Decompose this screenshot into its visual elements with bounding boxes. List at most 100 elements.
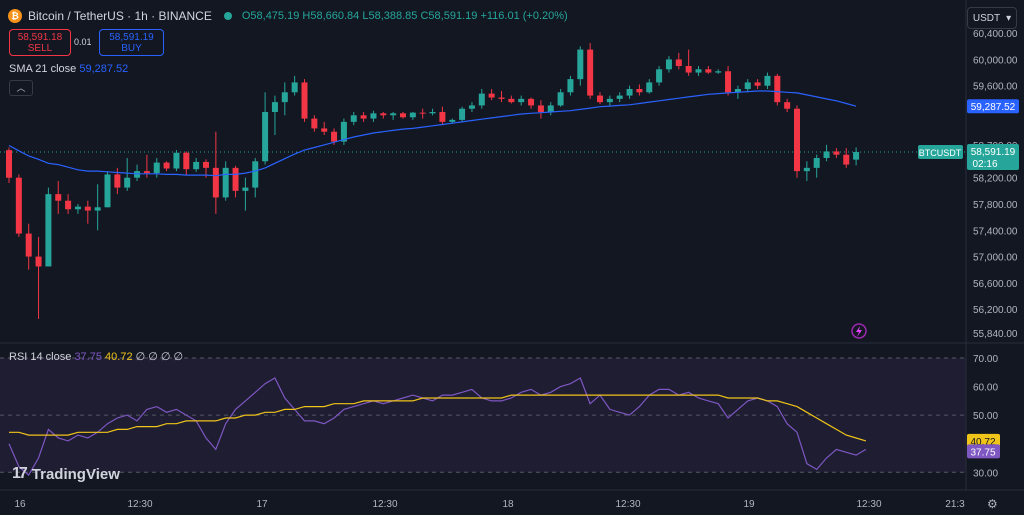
sma-legend[interactable]: SMA 21 close 59,287.52 bbox=[9, 63, 128, 75]
candle-body bbox=[163, 162, 170, 169]
candle-body bbox=[84, 206, 91, 211]
candle-body bbox=[55, 194, 62, 201]
tradingview-logo[interactable]: 17 TradingView bbox=[12, 465, 120, 483]
candle-body bbox=[597, 95, 603, 103]
candle-body bbox=[449, 119, 456, 122]
time-tick-label: 16 bbox=[14, 499, 26, 510]
candle-body bbox=[6, 150, 12, 178]
price-tick-label: 56,200.00 bbox=[973, 305, 1018, 316]
candle-body bbox=[124, 177, 131, 188]
candle-body bbox=[143, 171, 150, 174]
sell-label: SELL bbox=[27, 42, 53, 54]
candle-body bbox=[537, 105, 544, 112]
buy-label: BUY bbox=[121, 42, 142, 54]
ohlc-values: O58,475.19 H58,660.84 L58,388.85 C58,591… bbox=[242, 10, 568, 22]
buy-button[interactable]: 58,591.19 BUY bbox=[99, 29, 164, 56]
candle-body bbox=[134, 171, 141, 178]
rsi-extra-values: ∅ ∅ ∅ ∅ bbox=[135, 351, 184, 363]
candle-body bbox=[370, 113, 377, 119]
price-tick-label: 56,600.00 bbox=[973, 279, 1018, 290]
candle-body bbox=[419, 112, 426, 114]
time-tick-label: 18 bbox=[502, 499, 514, 510]
candle-body bbox=[675, 59, 682, 66]
sma-line bbox=[8, 90, 857, 177]
candle-body bbox=[242, 187, 249, 191]
candle-body bbox=[252, 161, 259, 188]
candle-body bbox=[291, 82, 298, 93]
candle-body bbox=[183, 152, 190, 170]
candle-body bbox=[734, 89, 741, 93]
candle-body bbox=[468, 105, 475, 109]
time-tick-label: 19 bbox=[743, 499, 755, 510]
last-price-tag bbox=[967, 144, 1019, 171]
candle-body bbox=[518, 98, 525, 103]
candle-body bbox=[459, 108, 466, 120]
candle-body bbox=[173, 152, 180, 169]
rsi-ma-line bbox=[9, 394, 867, 442]
candle-body bbox=[45, 194, 52, 267]
rsi-tag bbox=[967, 444, 1000, 459]
sell-button[interactable]: 58,591.18 SELL bbox=[9, 29, 71, 56]
price-tick-label: 55,840.00 bbox=[973, 329, 1018, 340]
rsi-ma-value: 40.72 bbox=[105, 351, 133, 363]
candle-body bbox=[360, 115, 367, 119]
candle-body bbox=[557, 92, 564, 106]
rsi-legend[interactable]: RSI 14 close 37.75 40.72 ∅ ∅ ∅ ∅ bbox=[9, 350, 183, 363]
candle-body bbox=[478, 93, 485, 106]
candle-body bbox=[705, 69, 712, 73]
candle-body bbox=[301, 82, 308, 119]
rsi-ma-tag bbox=[967, 433, 1000, 448]
time-tick-label: 17 bbox=[256, 499, 268, 510]
candle-body bbox=[203, 161, 209, 168]
change-value: +116.01 (+0.20%) bbox=[480, 10, 568, 22]
candle-body bbox=[616, 95, 623, 99]
candle-body bbox=[114, 174, 121, 188]
candle-body bbox=[646, 82, 653, 93]
high-value: H58,660.84 bbox=[302, 10, 360, 22]
candle-body bbox=[587, 49, 594, 96]
candle-body bbox=[340, 121, 347, 142]
open-value: O58,475.19 bbox=[241, 10, 300, 22]
candle-body bbox=[636, 89, 643, 93]
candle-body bbox=[656, 69, 663, 83]
chevron-down-icon: ▾ bbox=[1006, 12, 1012, 24]
sma-value: 59,287.52 bbox=[79, 63, 129, 75]
candle-body bbox=[547, 105, 554, 112]
candle-body bbox=[725, 71, 732, 93]
price-tick-label: 57,400.00 bbox=[973, 226, 1018, 237]
tradingview-logo-text: TradingView bbox=[31, 465, 120, 483]
time-tick-label: 12:30 bbox=[856, 499, 881, 510]
candle-body bbox=[528, 98, 535, 106]
candle-body bbox=[567, 79, 574, 93]
candle-body bbox=[695, 69, 702, 73]
candle-body bbox=[262, 112, 269, 162]
candle-body bbox=[833, 151, 840, 155]
sell-price: 58,591.18 bbox=[17, 31, 63, 43]
candle-body bbox=[94, 207, 101, 211]
candle-body bbox=[794, 108, 800, 172]
currency-selector[interactable]: USDT ▾ bbox=[967, 7, 1017, 29]
symbol-title[interactable]: Bitcoin / TetherUS · 1h · BINANCE bbox=[28, 9, 212, 23]
collapse-legend-button[interactable]: ︿ bbox=[9, 80, 33, 96]
candle-body bbox=[853, 152, 860, 160]
rsi-value: 37.75 bbox=[74, 351, 102, 363]
candle-body bbox=[380, 113, 387, 116]
price-tick-label: 60,400.00 bbox=[973, 29, 1018, 40]
candle-body bbox=[626, 89, 633, 96]
alert-bolt-icon bbox=[851, 323, 867, 339]
price-tick-label: 57,000.00 bbox=[973, 253, 1018, 264]
rsi-tick-label: 50.00 bbox=[973, 411, 998, 422]
candle-body bbox=[35, 256, 42, 267]
market-status-icon[interactable] bbox=[223, 12, 232, 20]
sma-price-tag bbox=[967, 99, 1019, 114]
rsi-tick-label: 60.00 bbox=[973, 383, 998, 394]
candle-body bbox=[281, 92, 288, 103]
alert-bolt-glyph bbox=[856, 326, 862, 337]
candle-body bbox=[823, 151, 830, 158]
candle-body bbox=[350, 115, 357, 122]
candle-body bbox=[25, 233, 32, 257]
candle-body bbox=[803, 167, 810, 172]
bitcoin-icon[interactable]: ₿ bbox=[8, 9, 22, 23]
settings-icon[interactable]: ⚙ bbox=[987, 497, 998, 511]
